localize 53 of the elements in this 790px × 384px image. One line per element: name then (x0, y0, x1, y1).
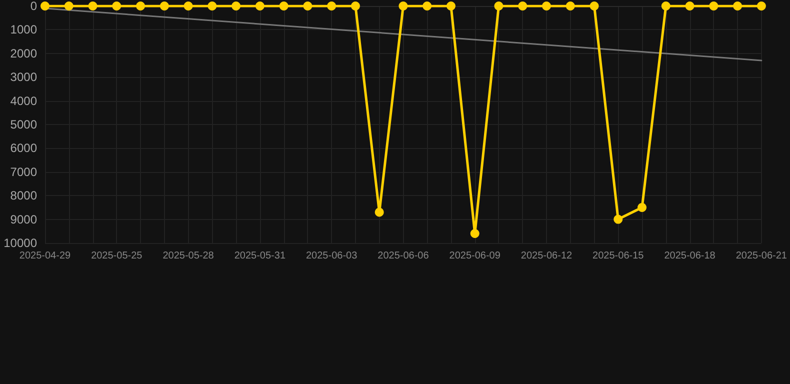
y-tick-label: 7000 (10, 164, 38, 179)
point (327, 2, 336, 10)
y-tick-label: 8000 (10, 188, 38, 203)
point (446, 2, 456, 10)
point (733, 2, 742, 10)
y-tick-label: 4000 (10, 94, 38, 108)
point (64, 2, 74, 10)
y-tick-label: 3000 (10, 70, 38, 84)
y-tick-label: 1000 (10, 22, 38, 37)
point (709, 2, 718, 10)
y-tick-label: 2000 (10, 46, 38, 60)
point (208, 2, 217, 10)
point (88, 2, 98, 10)
point (518, 2, 528, 10)
x-tick-label: 2025-06-18 (664, 250, 716, 262)
point (232, 2, 241, 10)
x-tick-label: 2025-05-28 (162, 250, 214, 262)
y-tick-label: 5000 (10, 118, 38, 132)
point (590, 2, 599, 10)
x-tick-label: 2025-06-09 (449, 250, 501, 262)
point (566, 2, 575, 10)
point (470, 229, 480, 238)
x-tick-label: 2025-06-03 (306, 250, 358, 262)
x-tick-label: 2025-06-06 (378, 250, 430, 262)
point (638, 202, 647, 212)
point (398, 2, 408, 10)
y-tick-label: 0 (30, 0, 38, 13)
point (422, 2, 432, 10)
x-tick-label: 2025-05-25 (91, 250, 143, 262)
point (136, 2, 146, 10)
y-tick-label: 10000 (4, 236, 38, 250)
point (184, 2, 193, 10)
y-tick-label: 6000 (10, 141, 38, 156)
point (112, 2, 122, 10)
point (614, 214, 623, 224)
x-tick-label: 2025-06-21 (736, 250, 788, 262)
point (40, 2, 50, 10)
point (494, 2, 504, 10)
x-tick-label: 2025-06-12 (520, 250, 573, 262)
x-tick-label: 2025-05-31 (234, 250, 286, 262)
y-tick-label: 9000 (10, 212, 38, 226)
point (756, 2, 766, 10)
point (279, 2, 288, 10)
point (160, 2, 169, 10)
point (661, 2, 670, 10)
point (255, 2, 264, 10)
x-tick-label: 2025-04-29 (19, 250, 72, 262)
point (303, 2, 312, 10)
point (350, 2, 360, 10)
point (374, 208, 384, 217)
point (542, 2, 551, 10)
point (685, 2, 694, 10)
x-tick-label: 2025-06-15 (592, 250, 644, 262)
